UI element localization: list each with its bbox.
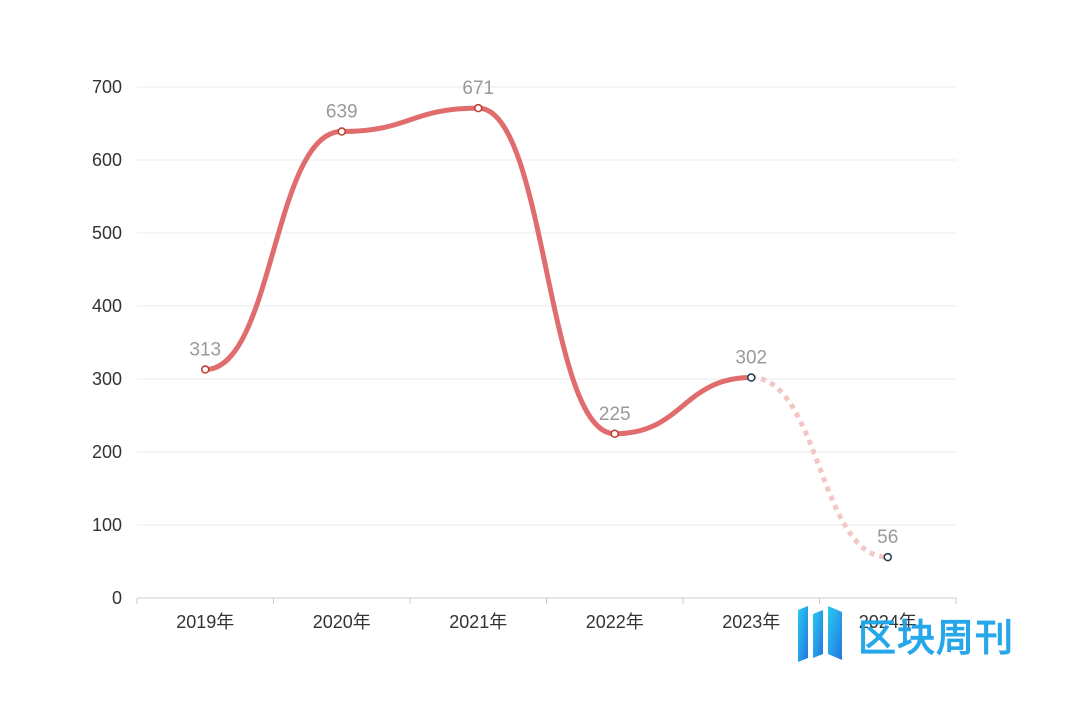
data-label: 302 [735,348,767,369]
y-tick-label: 600 [92,150,122,170]
y-tick-label: 100 [92,515,122,535]
series-group [202,105,888,560]
data-point-marker [474,103,483,113]
x-tick-label: 2019年 [176,612,234,632]
grid-lines [137,86,956,526]
y-tick-label: 700 [92,77,122,97]
watermark-text: 区块周刊 [858,615,1015,660]
data-label: 313 [189,340,221,361]
y-tick-label: 200 [92,442,122,462]
y-tick-label: 300 [92,369,122,389]
x-tick-label: 2022年 [586,612,644,632]
data-label: 671 [462,78,494,99]
data-point-marker [610,429,619,438]
data-point-marker [883,552,892,562]
data-point-marker [747,373,756,382]
watermark: 区块周刊 [796,604,1014,664]
y-axis-ticks: 0 100 200 300 400 500 600 700 [92,77,122,608]
data-labels-group: 313 639 671 225 302 56 [189,78,898,548]
logo-bars-icon [798,606,842,662]
y-tick-label: 0 [112,588,122,608]
y-tick-label: 400 [92,296,122,316]
x-tick-label: 2023年 [722,612,780,632]
x-axis-ticks: 2019年 2020年 2021年 2022年 2023年 2024年 [136,597,957,632]
x-tick-label: 2024年 [859,612,917,632]
x-tick-label: 2020年 [313,612,371,632]
y-tick-label: 500 [92,223,122,243]
series-line-actual [202,105,754,437]
data-label: 56 [877,527,898,548]
x-tick-label: 2021年 [449,612,507,632]
data-label: 639 [326,102,358,123]
series-line-projected [751,375,888,560]
data-label: 225 [599,404,631,425]
data-point-marker [201,365,210,374]
data-point-marker [337,127,346,136]
markers-group [201,103,892,562]
